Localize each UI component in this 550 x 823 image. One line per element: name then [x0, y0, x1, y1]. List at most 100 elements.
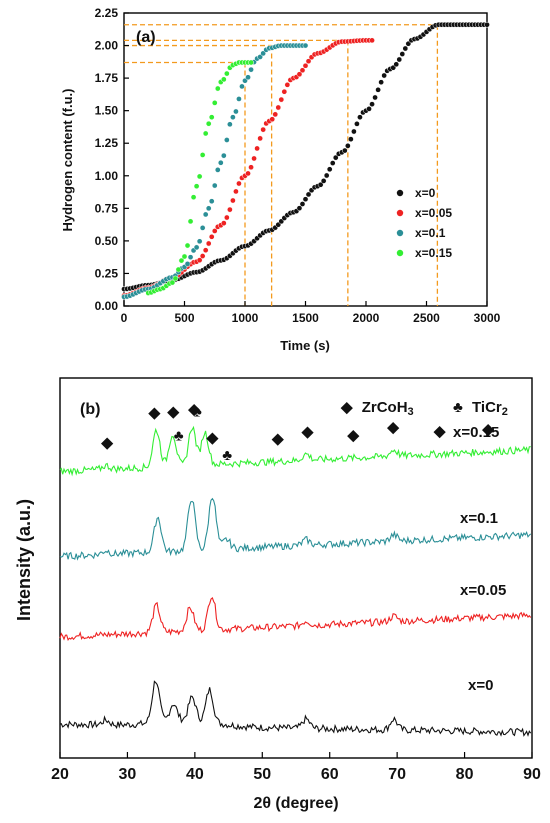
data-point	[302, 62, 309, 69]
data-point	[396, 56, 403, 63]
legend-ticr2-sub: 2	[502, 406, 508, 418]
data-point	[202, 130, 209, 137]
data-point	[272, 111, 279, 118]
panel-a-y-tick-label: 0.25	[95, 266, 119, 280]
data-point	[245, 74, 251, 81]
data-point	[357, 114, 363, 121]
legend-label: x=0	[415, 186, 436, 200]
panel-a-x-tick-label: 2000	[353, 311, 380, 325]
zrcoh3-peak-marker: ◆	[481, 421, 494, 438]
panel-a-x-tick-label: 2500	[413, 311, 440, 325]
data-point	[187, 218, 194, 225]
data-point	[260, 50, 266, 57]
panel-a-x-tick-label: 3000	[474, 311, 501, 325]
panel-b-x-tick-label: 80	[456, 766, 474, 783]
data-point	[402, 45, 409, 52]
data-point	[369, 101, 375, 108]
legend-zrcoh3-name: ZrCoH	[362, 399, 408, 416]
panel-b-x-tick-label: 30	[119, 766, 137, 783]
series-label-x=0.1: x=0.1	[460, 510, 498, 527]
data-point	[284, 81, 291, 88]
data-point	[227, 121, 233, 128]
data-point	[205, 240, 212, 247]
panel-a-x-tick-label: 1000	[232, 311, 259, 325]
data-point	[275, 104, 282, 111]
data-point	[299, 67, 306, 74]
data-point	[199, 152, 206, 158]
data-point	[196, 257, 203, 264]
zrcoh3-peak-marker: ◆	[433, 423, 446, 440]
legend-zrcoh3: ◆ ZrCoH3	[340, 399, 414, 418]
data-point	[211, 228, 218, 234]
data-point	[175, 266, 182, 273]
legend-ticr2: ♣ TiCr2	[453, 399, 508, 418]
data-point	[329, 160, 336, 166]
data-point	[193, 244, 200, 251]
data-point	[366, 106, 372, 112]
legend-zrcoh3-marker: ◆	[340, 399, 353, 416]
data-point	[323, 172, 330, 179]
data-point	[351, 128, 357, 135]
legend-label: x=0.1	[415, 226, 446, 240]
data-point	[381, 72, 387, 79]
series-line-x=0.1	[59, 497, 532, 561]
data-point	[184, 242, 191, 249]
panel-a-x-tick-label: 500	[174, 311, 194, 325]
data-point	[211, 182, 218, 189]
zrcoh3-peak-marker: ◆	[100, 435, 113, 452]
data-point	[248, 66, 254, 73]
data-point	[169, 279, 176, 286]
data-point	[190, 194, 197, 201]
panel-a-y-tick-label: 0.75	[95, 201, 119, 215]
zrcoh3-peak-marker: ◆	[301, 423, 314, 440]
panel-b-x-tick-label: 50	[253, 766, 271, 783]
panel-a: 0 500 1000 1500 2000 2500 3000 0.00 0.25 0.50 0.75…	[60, 6, 501, 353]
data-point	[181, 253, 188, 260]
panel-a-guides	[124, 24, 439, 306]
panel-b-x-tick-label: 20	[51, 766, 69, 783]
panel-a-y-tick-label: 2.25	[95, 6, 119, 20]
legend-ticr2-marker: ♣	[453, 399, 463, 416]
data-point	[172, 275, 179, 282]
data-point	[281, 88, 288, 95]
data-point	[296, 205, 303, 212]
panel-b-x-tick-label: 90	[523, 766, 541, 783]
ticr2-peak-marker: ♣	[174, 427, 184, 444]
panel-b-frame	[59, 377, 533, 759]
data-point	[257, 54, 263, 60]
data-point	[260, 126, 266, 133]
data-point	[320, 178, 327, 184]
zrcoh3-peak-marker: ◆	[271, 430, 284, 447]
data-point	[296, 71, 303, 78]
data-point	[369, 37, 375, 44]
panel-a-y-tick-label: 1.50	[95, 104, 119, 118]
data-point	[220, 220, 227, 226]
panel-b-x-tick-label: 40	[186, 766, 204, 783]
data-point	[332, 154, 339, 161]
data-point	[217, 159, 224, 166]
data-point	[193, 183, 200, 190]
panel-a-frame	[123, 12, 488, 307]
data-point	[354, 121, 360, 127]
data-point	[202, 211, 209, 218]
ticr2-peak-marker: ♣	[222, 447, 232, 464]
legend-label: x=0.05	[415, 206, 452, 220]
data-point	[305, 58, 312, 65]
legend-marker	[396, 229, 404, 237]
data-point	[227, 206, 233, 213]
data-point	[199, 225, 206, 231]
data-point	[214, 85, 221, 92]
data-point	[399, 51, 406, 57]
data-point	[236, 96, 242, 102]
legend-marker	[396, 249, 404, 257]
data-point	[196, 173, 203, 180]
panel-a-ticks: 0 500 1000 1500 2000 2500 3000 0.00 0.25 0.50 0.75…	[95, 6, 501, 325]
data-point	[278, 96, 285, 103]
data-point	[187, 254, 194, 261]
zrcoh3-peak-marker: ◆	[386, 419, 399, 436]
legend-label: x=0.15	[415, 246, 452, 260]
panel-b-series-labels: x=0 x=0.05 x=0.1 x=0.15	[453, 424, 506, 694]
data-point	[254, 145, 260, 152]
panel-a-y-axis-label: Hydrogen content (f.u.)	[60, 89, 75, 232]
data-point	[230, 114, 236, 121]
